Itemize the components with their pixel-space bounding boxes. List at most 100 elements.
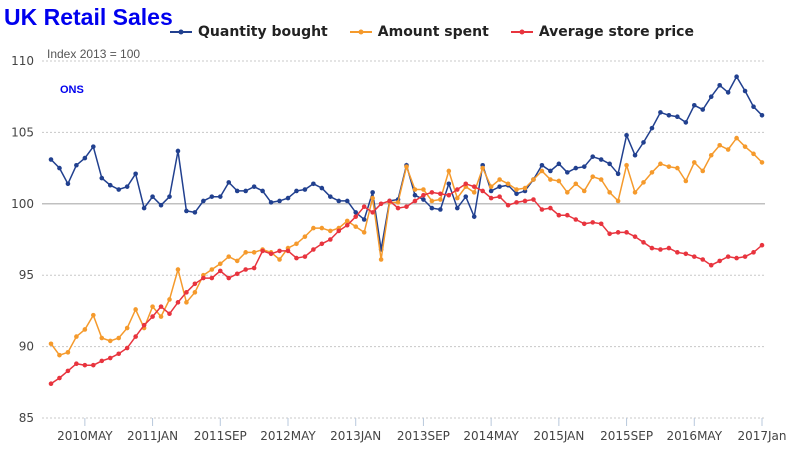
data-point <box>539 168 545 174</box>
data-point <box>74 361 79 367</box>
data-point <box>277 257 282 262</box>
data-point <box>751 151 756 157</box>
data-point <box>658 110 663 115</box>
data-point <box>48 341 54 347</box>
legend-item-amount[interactable]: Amount spent <box>349 24 489 40</box>
data-point <box>573 217 579 222</box>
data-point <box>708 262 714 268</box>
data-point <box>666 245 672 251</box>
data-point <box>201 198 206 204</box>
data-point <box>378 201 384 207</box>
data-point <box>91 362 96 368</box>
data-point <box>116 335 122 341</box>
data-point <box>387 198 392 204</box>
legend-label: Average store price <box>538 24 694 40</box>
data-point <box>598 177 604 182</box>
data-point <box>353 224 359 229</box>
data-point <box>184 208 189 214</box>
data-point <box>116 187 122 192</box>
data-point <box>590 154 596 159</box>
data-point <box>344 222 350 228</box>
data-point <box>184 290 189 295</box>
data-point <box>429 198 435 204</box>
data-point <box>285 248 291 254</box>
data-point <box>209 267 215 272</box>
data-point <box>514 191 519 197</box>
series-line <box>50 182 763 385</box>
x-tick-label: 2013SEP <box>397 429 450 443</box>
data-point <box>700 107 706 112</box>
data-point <box>175 148 181 154</box>
data-point <box>217 268 223 274</box>
data-point <box>751 104 756 109</box>
data-point <box>573 165 579 171</box>
y-tick-label: 100 <box>11 197 34 211</box>
legend-item-quantity[interactable]: Quantity bought <box>170 24 328 40</box>
legend-item-price[interactable]: Average store price <box>510 24 694 40</box>
data-point <box>302 187 308 192</box>
data-point <box>311 181 316 187</box>
data-point <box>742 254 748 259</box>
data-point <box>294 241 299 247</box>
data-point <box>150 314 155 319</box>
data-point <box>454 195 460 201</box>
data-point <box>454 187 460 192</box>
data-point <box>438 207 443 212</box>
data-point <box>539 162 545 168</box>
data-point <box>107 355 113 361</box>
data-point <box>395 200 401 205</box>
data-point <box>65 181 71 187</box>
data-point <box>302 254 308 259</box>
grid <box>42 60 765 419</box>
data-point <box>725 254 731 259</box>
data-point <box>319 225 325 231</box>
data-point <box>565 190 570 195</box>
data-point <box>124 345 130 351</box>
data-point <box>708 152 714 158</box>
data-point <box>421 187 426 192</box>
data-point <box>700 168 706 174</box>
data-point <box>361 230 367 235</box>
data-point <box>116 351 122 357</box>
data-point <box>556 178 562 184</box>
data-point <box>742 144 748 149</box>
data-point <box>302 234 308 239</box>
data-point <box>573 181 579 187</box>
data-point <box>234 258 240 264</box>
data-point <box>531 177 536 182</box>
data-point <box>124 325 130 331</box>
data-point <box>226 180 232 185</box>
data-point <box>734 135 739 141</box>
data-point <box>99 175 105 181</box>
data-point <box>192 290 198 295</box>
data-point <box>361 204 367 209</box>
data-point <box>141 322 147 328</box>
x-tick-label: 2013JAN <box>330 429 381 443</box>
series-lines <box>48 74 765 387</box>
data-point <box>717 142 722 148</box>
data-point <box>370 190 375 195</box>
data-point <box>438 191 443 197</box>
data-point <box>497 184 502 189</box>
data-point <box>167 194 172 199</box>
series-line <box>50 136 763 357</box>
data-point <box>251 184 257 189</box>
data-point <box>565 212 570 218</box>
data-point <box>175 267 181 272</box>
data-point <box>759 112 765 118</box>
data-point <box>505 202 511 208</box>
data-point <box>429 190 435 195</box>
data-point <box>522 185 528 191</box>
data-point <box>226 254 232 259</box>
data-point <box>454 205 460 211</box>
data-point <box>277 198 282 204</box>
data-point <box>209 194 215 199</box>
legend-marker-icon <box>349 29 372 35</box>
data-point <box>759 160 765 165</box>
data-point <box>412 192 418 198</box>
data-point <box>649 170 655 175</box>
legend-marker-icon <box>510 29 533 35</box>
data-point <box>336 198 342 204</box>
data-point <box>480 165 485 171</box>
data-point <box>268 251 274 257</box>
